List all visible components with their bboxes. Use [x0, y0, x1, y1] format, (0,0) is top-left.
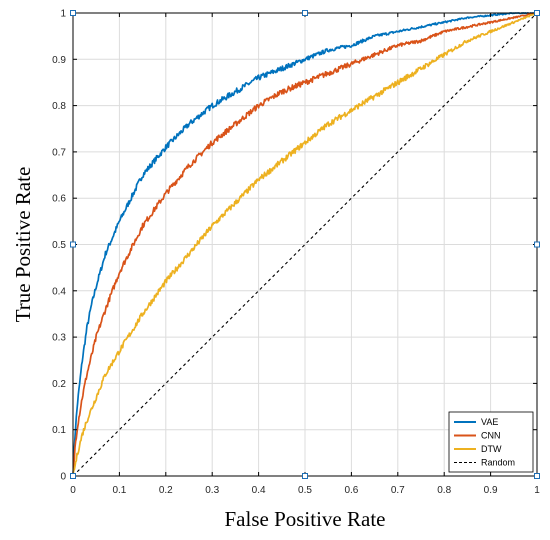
y-axis-label: True Positive Rate	[11, 167, 35, 323]
x-tick-label: 0.5	[298, 485, 312, 496]
x-tick-label: 1	[534, 485, 540, 496]
x-tick-label: 0.8	[437, 485, 451, 496]
resize-handle[interactable]	[534, 10, 540, 16]
resize-handle[interactable]	[70, 10, 76, 16]
legend-label-vae: VAE	[481, 417, 498, 427]
x-tick-label: 0.4	[252, 485, 266, 496]
x-tick-label: 0.1	[112, 485, 126, 496]
series-line-dtw	[72, 12, 538, 477]
legend-label-dtw: DTW	[481, 444, 502, 454]
y-tick-label: 0.6	[52, 194, 66, 205]
y-tick-label: 0.8	[52, 101, 66, 112]
series-line-cnn	[72, 12, 538, 477]
x-tick-label: 0.9	[484, 485, 498, 496]
resize-handle[interactable]	[534, 241, 540, 248]
legend-label-random: Random	[481, 458, 515, 468]
resize-handle[interactable]	[302, 473, 308, 479]
series-line-vae	[72, 12, 538, 477]
y-tick-label: 1	[60, 9, 66, 20]
x-tick-label: 0.2	[159, 485, 173, 496]
legend: VAE CNN DTW Random	[448, 411, 534, 473]
resize-handle[interactable]	[70, 473, 76, 479]
y-tick-label: 0.7	[52, 147, 66, 158]
legend-label-cnn: CNN	[481, 431, 501, 441]
series-group	[72, 12, 538, 477]
y-tick-label: 0.4	[52, 286, 66, 297]
selection-handles[interactable]	[70, 10, 540, 479]
resize-handle[interactable]	[70, 241, 76, 248]
x-tick-label: 0.3	[205, 485, 219, 496]
y-tick-label: 0.5	[52, 240, 66, 251]
y-tick-label: 0.2	[52, 379, 66, 390]
x-tick-label: 0.7	[391, 485, 405, 496]
y-tick-label: 0.3	[52, 333, 66, 344]
x-axis-label: False Positive Rate	[225, 507, 386, 531]
resize-handle[interactable]	[302, 10, 308, 16]
y-tick-label: 0	[60, 472, 66, 483]
series-line-random	[72, 12, 538, 477]
resize-handle[interactable]	[534, 473, 540, 479]
x-tick-label: 0.6	[344, 485, 358, 496]
x-tick-label: 0	[70, 485, 76, 496]
y-tick-label: 0.1	[52, 425, 66, 436]
y-tick-label: 0.9	[52, 55, 66, 66]
